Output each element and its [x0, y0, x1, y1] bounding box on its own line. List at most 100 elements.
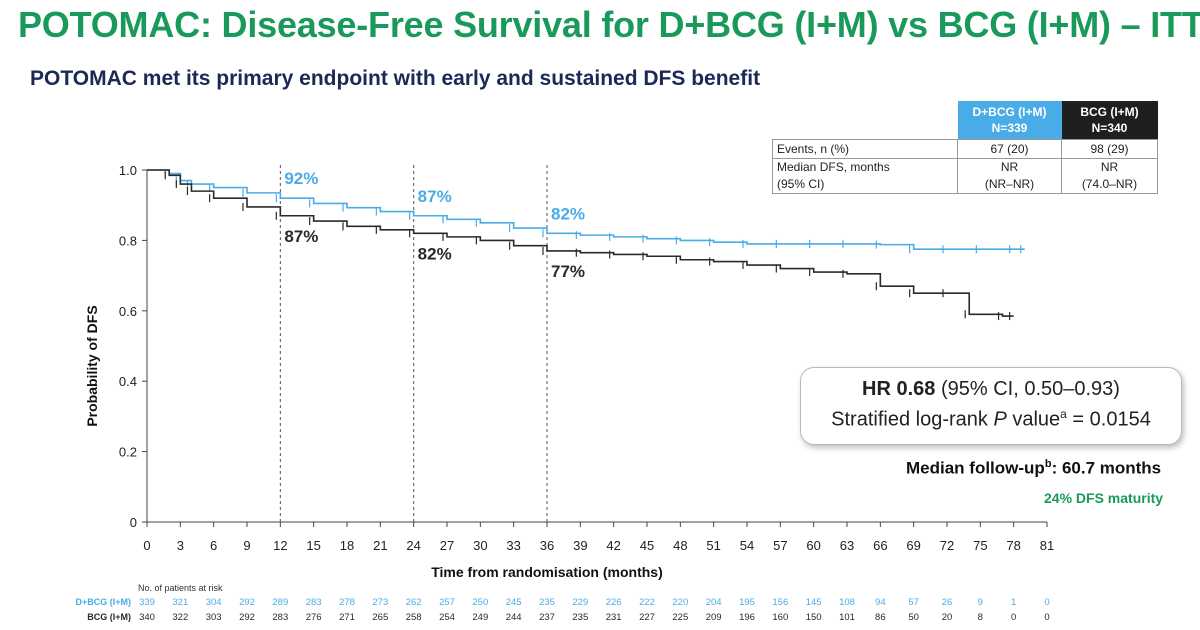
risk-value-bcg: 101 [839, 612, 855, 623]
x-axis-label: Time from randomisation (months) [431, 564, 663, 580]
summary-median-row: Median DFS, months (95% CI) NR (NR–NR) N… [772, 158, 1158, 194]
logrank-p: P [993, 408, 1007, 431]
x-tick-label: 0 [143, 538, 150, 553]
risk-value-dbcg: 204 [706, 597, 722, 608]
x-tick-label: 18 [340, 538, 354, 553]
median-dbcg-ci: (NR–NR) [984, 177, 1035, 191]
risk-value-dbcg: 262 [406, 597, 422, 608]
x-tick-label: 78 [1006, 538, 1020, 553]
x-tick-label: 60 [806, 538, 820, 553]
x-tick-label: 30 [473, 538, 487, 553]
risk-label-bcg: BCG (I+M) [87, 612, 131, 622]
risk-value-bcg: 265 [372, 612, 388, 623]
risk-value-bcg: 225 [672, 612, 688, 623]
risk-value-dbcg: 235 [539, 597, 555, 608]
x-tick-label: 69 [906, 538, 920, 553]
slide-title: POTOMAC: Disease-Free Survival for D+BCG… [18, 4, 1200, 45]
x-tick-label: 45 [640, 538, 654, 553]
risk-label-dbcg: D+BCG (I+M) [75, 597, 131, 607]
logrank-prefix: Stratified log-rank [831, 408, 994, 431]
median-label-line2: (95% CI) [777, 177, 825, 191]
risk-value-bcg: 8 [978, 612, 983, 623]
risk-value-bcg: 150 [806, 612, 822, 623]
risk-value-dbcg: 108 [839, 597, 855, 608]
slide-subtitle: POTOMAC met its primary endpoint with ea… [30, 67, 761, 90]
risk-value-bcg: 340 [139, 612, 155, 623]
median-label-line1: Median DFS, months [777, 160, 890, 174]
logrank-value-word: value [1006, 408, 1061, 431]
followup-prefix: Median follow-up [906, 458, 1045, 478]
risk-value-dbcg: 245 [506, 597, 522, 608]
hr-line: HR 0.68 (95% CI, 0.50–0.93) [801, 378, 1181, 401]
risk-value-dbcg: 304 [206, 597, 222, 608]
x-tick-label: 42 [606, 538, 620, 553]
x-tick-label: 15 [306, 538, 320, 553]
risk-value-dbcg: 9 [978, 597, 983, 608]
logrank-sup: a [1060, 407, 1067, 421]
x-tick-label: 33 [506, 538, 520, 553]
x-tick-label: 3 [177, 538, 184, 553]
risk-value-dbcg: 195 [739, 597, 755, 608]
logrank-line: Stratified log-rank P valuea = 0.0154 [801, 407, 1181, 432]
risk-value-dbcg: 273 [372, 597, 388, 608]
bcg-survival-curve [147, 169, 1014, 317]
risk-value-bcg: 303 [206, 612, 222, 623]
median-label: Median DFS, months (95% CI) [772, 158, 958, 194]
risk-value-bcg: 50 [908, 612, 919, 623]
risk-value-dbcg: 57 [908, 597, 919, 608]
risk-value-dbcg: 226 [606, 597, 622, 608]
y-axis-label: Probability of DFS [84, 305, 100, 426]
x-tick-label: 48 [673, 538, 687, 553]
x-tick-label: 36 [540, 538, 554, 553]
risk-value-bcg: 20 [942, 612, 953, 623]
risk-value-dbcg: 229 [572, 597, 588, 608]
risk-value-bcg: 196 [739, 612, 755, 623]
x-tick-label: 66 [873, 538, 887, 553]
dbcg-landmark-label: 87% [418, 187, 452, 206]
risk-value-bcg: 276 [306, 612, 322, 623]
risk-value-bcg: 322 [172, 612, 188, 623]
dfs-maturity: 24% DFS maturity [1044, 490, 1164, 506]
dbcg-survival-curve [147, 169, 1025, 250]
summary-header-row: D+BCG (I+M) N=339 BCG (I+M) N=340 [773, 101, 1158, 140]
x-tick-label: 12 [273, 538, 287, 553]
risk-value-bcg: 249 [472, 612, 488, 623]
y-tick-label: 0.4 [119, 374, 137, 389]
risk-value-bcg: 231 [606, 612, 622, 623]
dbcg-landmark-label: 82% [551, 204, 585, 223]
y-tick-label: 0 [130, 515, 137, 530]
risk-table-title: No. of patients at risk [138, 583, 223, 593]
median-dbcg: NR (NR–NR) [957, 158, 1062, 194]
followup-sup: b [1044, 458, 1052, 470]
x-tick-label: 75 [973, 538, 987, 553]
summary-table: D+BCG (I+M) N=339 BCG (I+M) N=340 Events… [772, 101, 1158, 194]
risk-value-dbcg: 156 [772, 597, 788, 608]
risk-value-dbcg: 222 [639, 597, 655, 608]
hr-value: HR 0.68 [862, 378, 936, 400]
median-bcg-ci: (74.0–NR) [1081, 177, 1138, 191]
risk-value-dbcg: 292 [239, 597, 255, 608]
x-tick-label: 21 [373, 538, 387, 553]
y-tick-label: 1.0 [119, 163, 137, 178]
risk-value-dbcg: 250 [472, 597, 488, 608]
x-tick-label: 72 [940, 538, 954, 553]
median-bcg-value: NR [1100, 160, 1119, 174]
hazard-ratio-box: HR 0.68 (95% CI, 0.50–0.93) Stratified l… [800, 367, 1182, 445]
median-followup: Median follow-upb: 60.7 months [906, 458, 1161, 479]
events-bcg: 98 (29) [1061, 139, 1158, 159]
x-tick-label: 6 [210, 538, 217, 553]
dbcg-header-n: N=339 [991, 121, 1028, 135]
x-tick-label: 39 [573, 538, 587, 553]
bcg-header-name: BCG (I+M) [1080, 105, 1139, 119]
risk-value-bcg: 227 [639, 612, 655, 623]
x-tick-label: 9 [243, 538, 250, 553]
logrank-result: = 0.0154 [1066, 408, 1151, 431]
bcg-landmark-label: 87% [284, 227, 318, 246]
bcg-header-n: N=340 [1091, 121, 1128, 135]
y-tick-label: 0.8 [119, 233, 137, 248]
dbcg-landmark-label: 92% [284, 169, 318, 188]
dbcg-header-name: D+BCG (I+M) [972, 105, 1047, 119]
risk-value-bcg: 254 [439, 612, 455, 623]
x-tick-label: 24 [406, 538, 420, 553]
risk-value-bcg: 86 [875, 612, 886, 623]
